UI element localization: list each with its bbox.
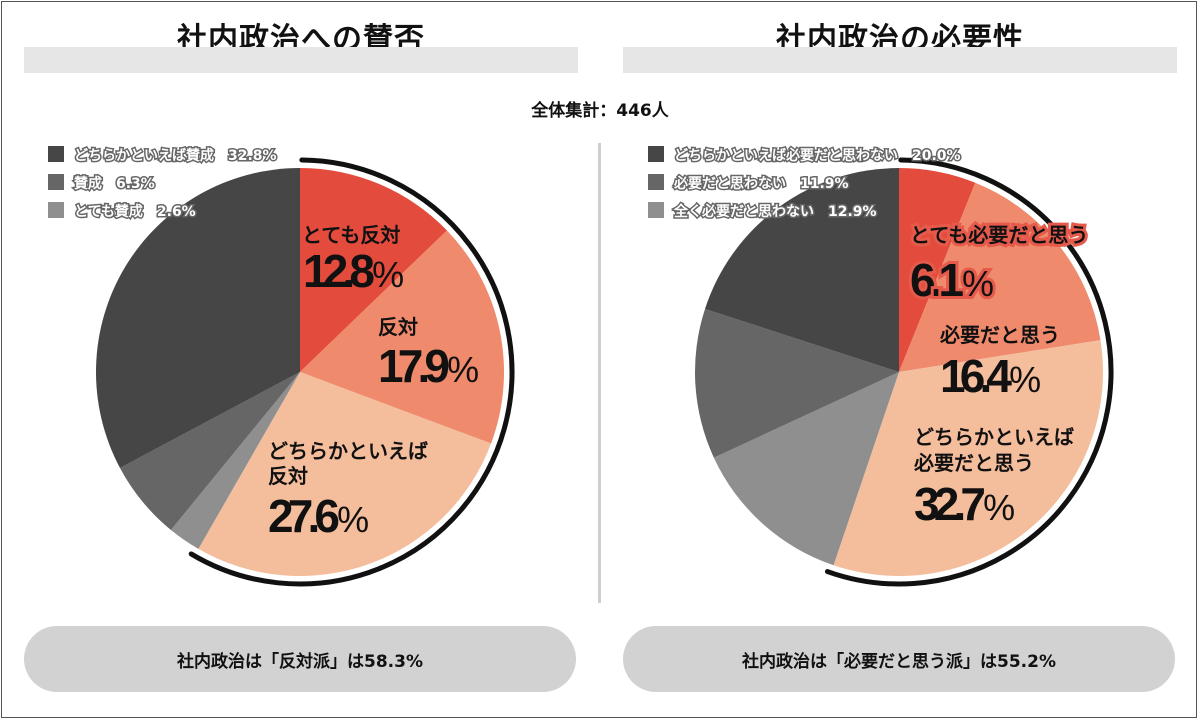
pie-slice	[170, 372, 300, 549]
legend-entry: どちらかといえば必要だと思わない 20.0%	[674, 147, 961, 164]
slice-value-label: 16.4%	[940, 350, 1041, 402]
pie-slice	[713, 372, 899, 566]
right-title-bar	[623, 47, 1177, 73]
panel-divider	[598, 143, 601, 603]
pie-slice	[899, 168, 976, 372]
pie-slice	[198, 372, 492, 577]
legend-entry: 全く必要だと思わない 12.9%	[673, 203, 877, 220]
legend-swatch	[648, 146, 664, 162]
pie-slice	[833, 340, 1103, 576]
slice-value-label: 32.7%	[914, 478, 1015, 530]
legend-swatch	[648, 174, 664, 190]
slice-label: 必要だと思う	[939, 323, 1060, 347]
pie-slice	[695, 308, 899, 458]
pie-slice	[95, 168, 300, 469]
slice-value-label: 27.6%	[268, 490, 369, 542]
slice-label: とても反対	[302, 223, 400, 247]
left-summary-pill: 社内政治は「反対派」は58.3%	[24, 626, 576, 692]
slice-value-label: 17.9%	[378, 340, 479, 392]
slice-label: どちらかといえば	[268, 439, 428, 463]
legend-swatch	[648, 202, 664, 218]
slice-label: 反対	[268, 464, 308, 488]
emphasis-ring	[824, 157, 1114, 587]
slice-label: とても必要だと思う	[910, 223, 1088, 247]
legend-swatch	[48, 146, 64, 162]
slice-label: 必要だと思う	[913, 451, 1034, 475]
pie-chart-1: とても反対12.8%反対17.9%どちらかといえば反対27.6%どちらかといえば…	[48, 146, 515, 587]
legend-swatch	[48, 202, 64, 218]
legend-swatch	[48, 174, 64, 190]
pie-slice	[120, 372, 300, 530]
slice-label: どちらかといえば	[914, 425, 1074, 449]
legend-entry: 必要だと思わない 11.9%	[673, 175, 849, 192]
pie-slice	[704, 168, 899, 372]
pie-slice	[300, 168, 447, 372]
slice-value-label: 12.8%	[303, 245, 404, 297]
pie-slice	[300, 230, 505, 444]
slice-label: 反対	[378, 315, 418, 339]
pie-slice	[899, 182, 1101, 372]
left-title-bar	[24, 47, 578, 73]
slice-value-label: 6.1%	[910, 254, 994, 306]
legend-entry: どちらかといえば賛成 32.8%	[74, 147, 277, 164]
total-respondents: 全体集計：446人	[531, 101, 669, 121]
right-summary-pill: 社内政治は「必要だと思う派」は55.2%	[623, 626, 1175, 692]
pie-chart-2: とても必要だと思う6.1%必要だと思う16.4%どちらかといえば必要だと思う32…	[648, 146, 1114, 587]
legend-entry: 賛成 6.3%	[74, 175, 155, 192]
emphasis-ring	[188, 157, 515, 587]
legend-entry: とても賛成 2.6%	[74, 203, 196, 220]
